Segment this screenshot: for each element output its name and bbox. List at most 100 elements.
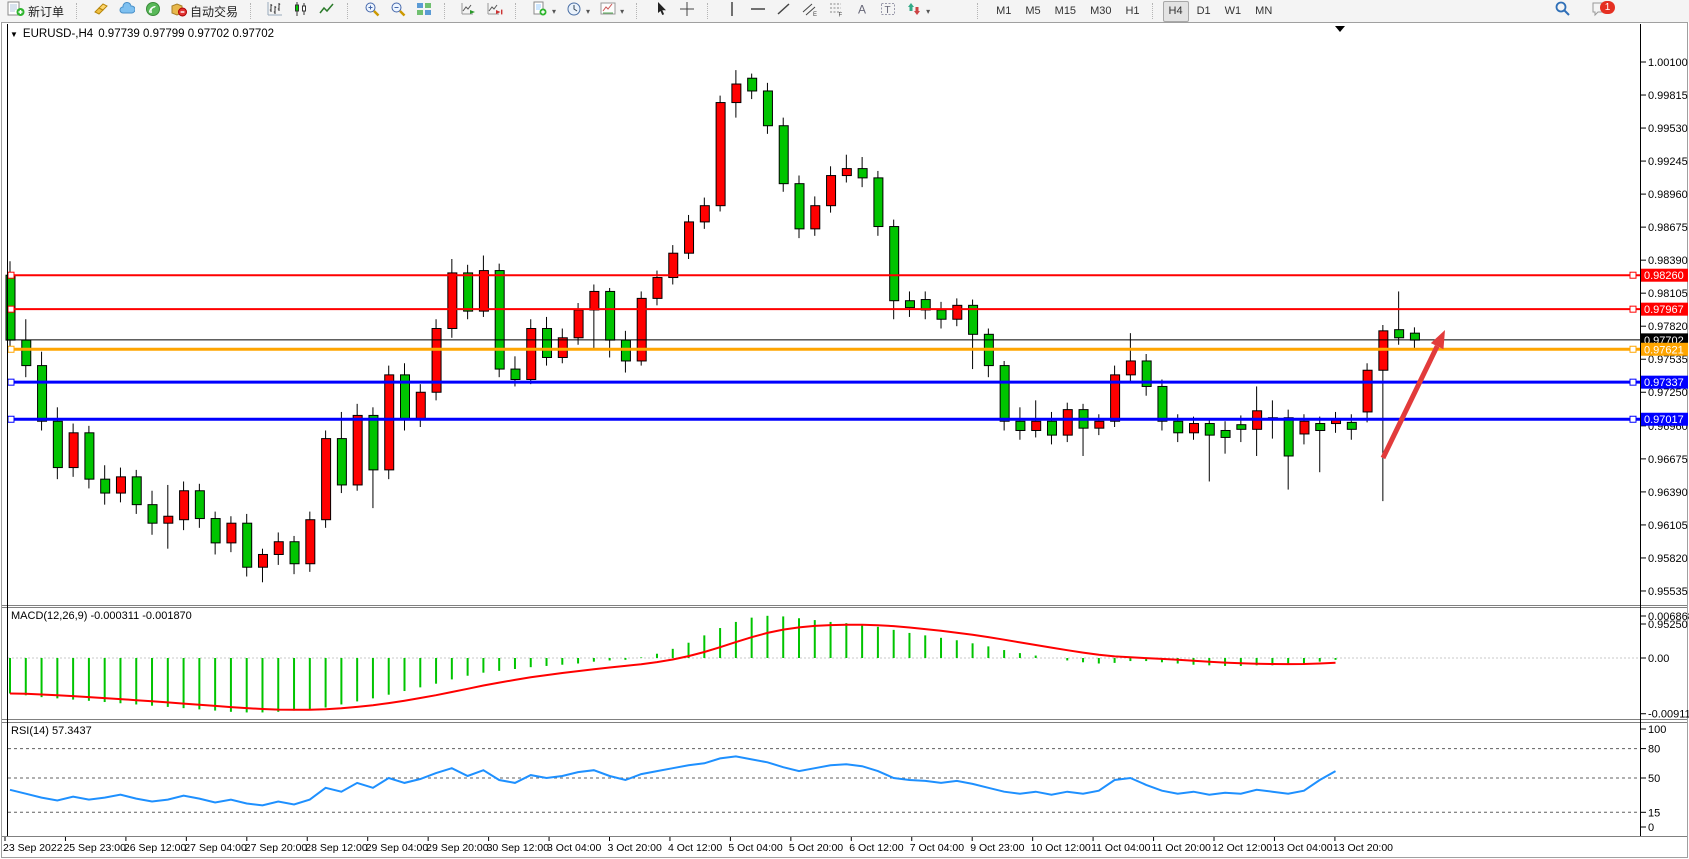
fibonacci-button[interactable]: F [824, 1, 848, 22]
candle-down [999, 365, 1010, 422]
candle-down [21, 339, 32, 367]
arrow-objects-button[interactable]: ▾ [902, 1, 934, 22]
candle-down [336, 438, 347, 486]
trend-arrow-annotation[interactable] [1380, 330, 1445, 460]
timeframe-mn-button[interactable]: MN [1255, 5, 1273, 17]
price-tick-label: 0.97535 [1648, 354, 1688, 366]
notification-badge: 1 [1600, 1, 1615, 14]
timeframe-w1-button[interactable]: W1 [1224, 5, 1242, 17]
gold-bars-button[interactable] [89, 1, 113, 22]
candle-up [668, 252, 679, 279]
time-tick-label: 26 Sep 12:00 [124, 842, 187, 854]
line-chart-button[interactable] [315, 1, 339, 22]
chat-button[interactable]: 1 [1587, 1, 1615, 22]
candle-down [605, 290, 616, 341]
line-handle[interactable] [1629, 271, 1637, 279]
line-handle[interactable] [1629, 345, 1637, 353]
equidistant-channel-button[interactable]: E [798, 1, 822, 22]
timeframe-d1-button[interactable]: D1 [1196, 5, 1211, 17]
candle-down [131, 476, 142, 506]
auto-trading-button[interactable]: 自动交易 [167, 1, 242, 22]
horizontal-line-0.97967[interactable] [7, 305, 1640, 313]
line-handle[interactable] [7, 345, 15, 353]
zoom-in-button[interactable] [360, 1, 384, 22]
timeframe-h1-button[interactable]: H1 [1125, 5, 1140, 17]
candle-down [37, 365, 48, 422]
timeframe-m30-button[interactable]: M30 [1090, 5, 1112, 17]
svg-text:0.98260: 0.98260 [1644, 270, 1684, 282]
candle-up [826, 175, 837, 207]
candle-down [1204, 423, 1215, 436]
rsi-tick-label: 50 [1648, 773, 1660, 785]
timeframe-m15-button[interactable]: M15 [1054, 5, 1077, 17]
candle-down [1141, 360, 1152, 387]
candle-down [873, 177, 884, 228]
cursor-button[interactable] [649, 1, 673, 22]
price-tick-label: 0.99530 [1648, 123, 1688, 135]
tile-windows-button[interactable] [412, 1, 436, 22]
auto-trading-icon [171, 1, 188, 22]
price-tag-0.97017: 0.97017 [1641, 412, 1688, 426]
candle-down [857, 168, 868, 179]
macd-indicator: 0.006868 0.00 -0.009114 [8, 611, 1689, 721]
cloud-icon [119, 1, 136, 22]
line-handle[interactable] [7, 378, 15, 386]
candle-up [273, 541, 284, 555]
svg-text:0.97621: 0.97621 [1644, 344, 1684, 356]
line-handle[interactable] [1629, 378, 1637, 386]
timeframe-h4-button[interactable]: H4 [1162, 0, 1189, 22]
text-button[interactable]: A [850, 1, 874, 22]
chart-shift-marker[interactable] [1335, 26, 1345, 32]
candle-down [1046, 420, 1057, 436]
candle-down [242, 522, 253, 568]
line-handle[interactable] [7, 305, 15, 313]
chevron-down-icon[interactable]: ▾ [620, 6, 625, 16]
timeframe-m5-button[interactable]: M5 [1025, 5, 1041, 17]
line-handle[interactable] [7, 415, 15, 423]
line-handle[interactable] [1629, 415, 1637, 423]
svg-text:E: E [813, 12, 817, 17]
gold-bars-icon [93, 1, 109, 22]
time-tick-label: 12 Oct 12:00 [1212, 842, 1272, 854]
indicators-button[interactable]: ▾ [528, 1, 560, 22]
templates-button[interactable]: ▾ [596, 1, 628, 22]
chevron-down-icon[interactable]: ▾ [926, 6, 931, 16]
horizontal-line-0.97621[interactable] [7, 345, 1640, 353]
line-handle[interactable] [1629, 305, 1637, 313]
pane-separators[interactable] [2, 24, 1687, 837]
svg-text:0.97967: 0.97967 [1644, 304, 1684, 316]
auto-scroll-button[interactable] [457, 1, 481, 22]
chart-shift-button[interactable] [483, 1, 507, 22]
cloud-button[interactable] [115, 1, 139, 22]
chart-canvas[interactable]: 1.00100 0.99815 0.99530 0.99245 0.98960 0.986… [0, 22, 1689, 859]
candle-up [415, 391, 426, 420]
periods-button[interactable]: ▾ [562, 1, 594, 22]
svg-text:0.97017: 0.97017 [1644, 414, 1684, 426]
chevron-down-icon[interactable]: ▾ [586, 6, 591, 16]
candle-down [52, 420, 63, 469]
price-axis[interactable]: 1.00100 0.99815 0.99530 0.99245 0.98960 0.986… [1641, 57, 1688, 631]
text-label-button[interactable]: T [876, 1, 900, 22]
trendline-icon [776, 1, 792, 22]
chart-window[interactable]: 1.00100 0.99815 0.99530 0.99245 0.98960 0.986… [0, 22, 1689, 859]
vertical-line-button[interactable] [720, 1, 744, 22]
equidistant-channel-icon: E [802, 1, 818, 22]
toolbar-group: 自动交易 [86, 0, 245, 22]
chevron-down-icon[interactable]: ▾ [552, 6, 557, 16]
crosshair-button[interactable] [675, 1, 699, 22]
new-order-button[interactable]: 新订单 [3, 1, 68, 22]
zoom-out-button[interactable] [386, 1, 410, 22]
toolbar-separator [515, 3, 522, 19]
time-tick-label: 11 Oct 04:00 [1091, 842, 1151, 854]
candlestick-chart-button[interactable] [289, 1, 313, 22]
line-handle[interactable] [7, 271, 15, 279]
search-button[interactable] [1550, 1, 1575, 22]
macd-tick-label: 0.006868 [1648, 611, 1689, 623]
candle-up [557, 337, 568, 358]
trendline-button[interactable] [772, 1, 796, 22]
bar-chart-button[interactable] [263, 1, 287, 22]
horizontal-line-button[interactable] [746, 1, 770, 22]
timeframe-m1-button[interactable]: M1 [996, 5, 1012, 17]
signal-button[interactable] [141, 1, 165, 22]
